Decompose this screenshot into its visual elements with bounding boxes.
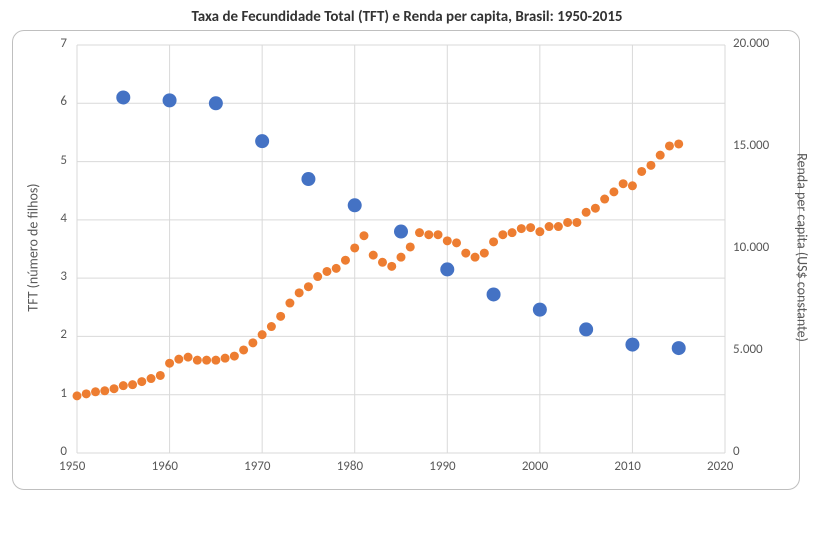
chart-container: Taxa de Fecundidade Total (TFT) e Renda …	[0, 0, 814, 546]
plot-box: 0123456705.00010.00015.00020.00019501960…	[12, 30, 800, 490]
chart-title: Taxa de Fecundidade Total (TFT) e Renda …	[8, 8, 806, 26]
chart-svg	[77, 45, 725, 453]
plot-area	[77, 45, 725, 453]
